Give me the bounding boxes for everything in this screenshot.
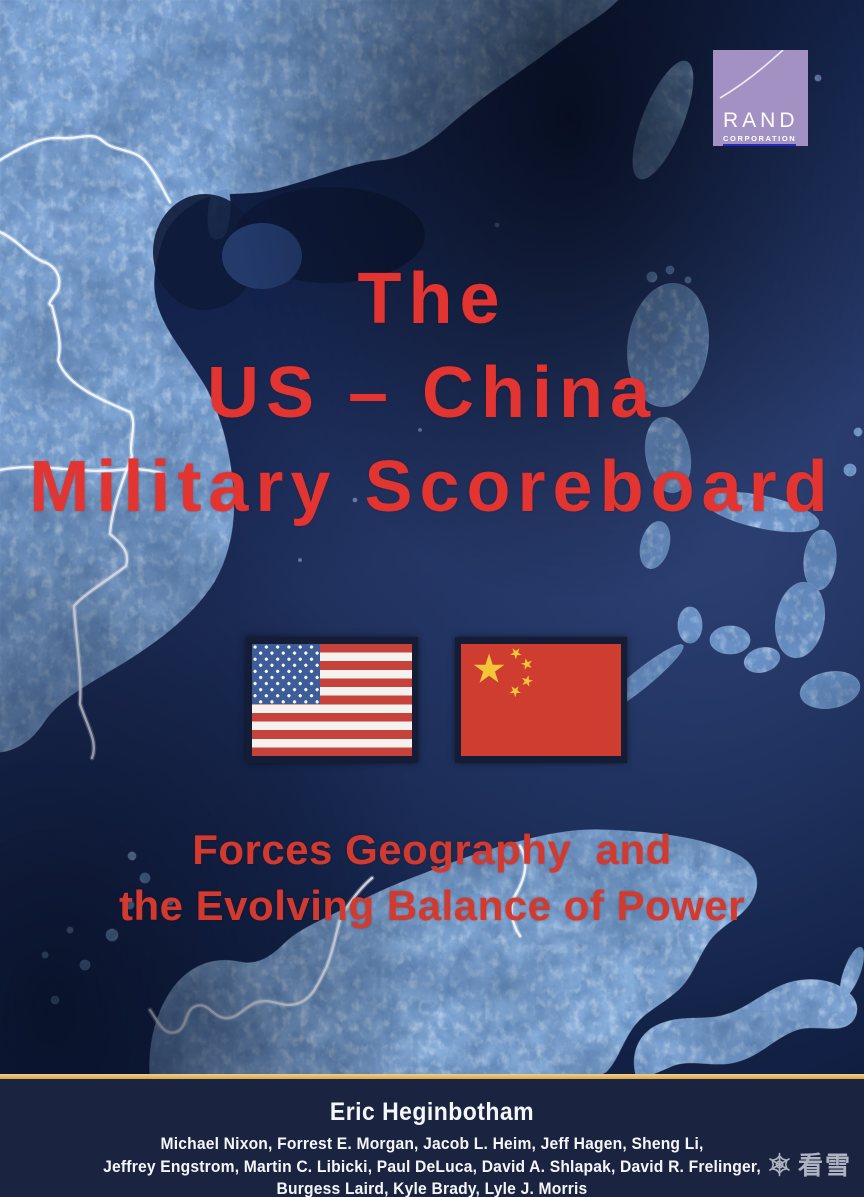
flags-row: ★ ★ ★ ★ ★ xyxy=(0,637,864,763)
author-line: Jeffrey Engstrom, Martin C. Libicki, Pau… xyxy=(103,1156,761,1176)
title-line-1: The xyxy=(357,259,507,339)
subtitle-line-2: the Evolving Balance of Power xyxy=(119,882,745,929)
china-flag-small-star-icon: ★ xyxy=(504,679,526,703)
publisher-subname: CORPORATION xyxy=(723,134,797,146)
gold-divider-line xyxy=(0,1074,864,1079)
us-flag xyxy=(252,644,412,756)
footer-band xyxy=(0,1079,864,1197)
report-subtitle: Forces Geography and the Evolving Balanc… xyxy=(0,822,864,934)
snowflake-icon xyxy=(769,1152,790,1176)
lead-author: Eric Heginbotham xyxy=(329,1098,535,1126)
china-flag: ★ ★ ★ ★ ★ xyxy=(461,644,621,756)
author-line: Burgess Laird, Kyle Brady, Lyle J. Morri… xyxy=(276,1179,588,1197)
report-title: The US – China Military Scoreboard xyxy=(0,252,864,534)
rand-logo: RAND CORPORATION xyxy=(713,50,808,146)
title-line-2: US – China xyxy=(206,353,658,433)
us-flag-frame xyxy=(246,637,418,763)
title-line-3: Military Scoreboard xyxy=(29,447,835,527)
rand-arc-icon xyxy=(719,50,784,99)
subtitle-line-1: Forces Geography and xyxy=(192,826,672,873)
authors-block: Eric Heginbotham Michael Nixon, Forrest … xyxy=(35,1097,830,1197)
kanxue-watermark: 看雪 xyxy=(766,1146,852,1182)
author-line: Michael Nixon, Forrest E. Morgan, Jacob … xyxy=(160,1134,704,1153)
us-flag-canton xyxy=(252,644,320,705)
publisher-name: RAND xyxy=(723,109,799,132)
china-flag-frame: ★ ★ ★ ★ ★ xyxy=(455,637,627,763)
china-flag-big-star-icon: ★ xyxy=(471,646,507,693)
watermark-text: 看雪 xyxy=(797,1151,852,1180)
